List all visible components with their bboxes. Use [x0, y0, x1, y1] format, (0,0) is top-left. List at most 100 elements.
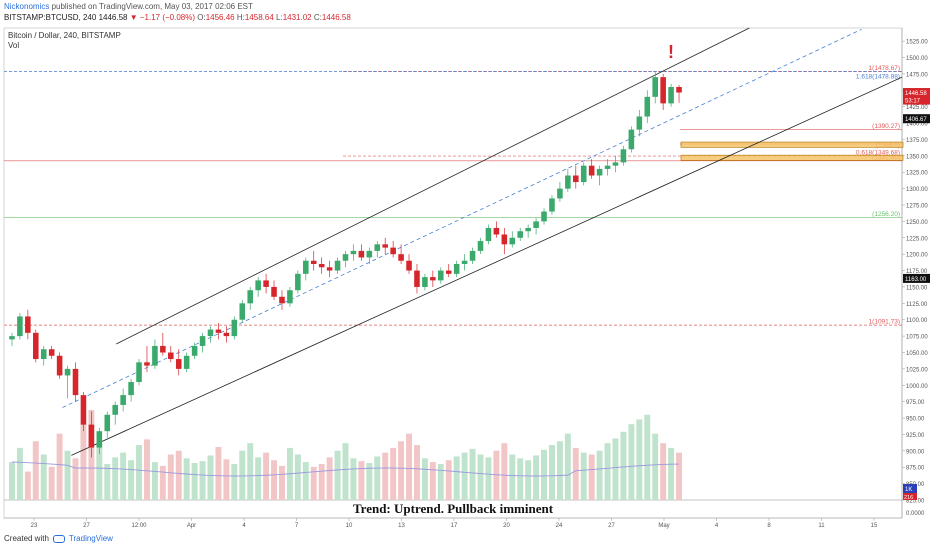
price-badge-label: 1406.67	[905, 117, 927, 123]
volume-bar	[485, 457, 492, 500]
y-tick-label: 1275.00	[906, 204, 928, 210]
volume-bar	[612, 438, 619, 500]
candle-body	[366, 250, 373, 258]
volume-bar	[556, 441, 563, 500]
candle-body	[604, 165, 611, 169]
volume-bar	[271, 460, 277, 500]
volume-badge	[903, 493, 917, 500]
volume-ma-line	[11, 461, 680, 477]
y-tick-label: 950.00	[906, 417, 925, 423]
volume-bar	[342, 443, 349, 500]
candle-body	[120, 395, 126, 405]
volume-bar	[668, 447, 675, 500]
volume-bar	[40, 454, 47, 500]
price-badge	[903, 114, 930, 124]
publish-info: Nickonomics published on TradingView.com…	[4, 2, 253, 12]
close-label: C:	[313, 13, 322, 22]
x-tick-label: 4	[715, 523, 719, 529]
volume-bar	[80, 424, 87, 500]
y-tick-label: 875.00	[906, 466, 925, 472]
author-link[interactable]: Nickonomics	[4, 2, 50, 11]
volume-bar	[421, 458, 428, 500]
volume-bar	[112, 457, 119, 500]
candle-body	[533, 221, 539, 228]
x-tick-label: 10	[346, 523, 353, 529]
volume-bar	[302, 462, 309, 500]
y-tick-label: 1150.00	[906, 285, 928, 291]
high-value: 1458.64	[244, 13, 274, 22]
candle-body	[493, 227, 500, 235]
volume-bar	[644, 414, 651, 500]
candle-body	[64, 368, 71, 376]
volume-bar	[255, 457, 262, 500]
candle-body	[509, 237, 516, 245]
volume-bar	[406, 433, 412, 500]
candle-body	[9, 336, 15, 340]
candle-body	[398, 254, 404, 261]
y-tick-label: 900.00	[906, 449, 925, 455]
candle-body	[144, 362, 150, 366]
created-with-text: Created with	[4, 534, 49, 543]
volume-zero-label: 0.0000	[906, 511, 925, 517]
candle-body	[414, 270, 420, 287]
volume-badge-label: 1K	[905, 487, 912, 493]
candle-body	[104, 414, 111, 432]
footer: Created with TradingView	[4, 534, 113, 543]
candle-body	[56, 355, 63, 376]
volume-bar	[469, 448, 476, 500]
candle-body	[374, 244, 381, 251]
candle-body	[295, 273, 301, 291]
trend-channel	[62, 27, 903, 456]
candle-body	[565, 175, 571, 189]
volume-bar	[564, 433, 571, 500]
open-label: O:	[197, 13, 206, 22]
y-tick-label: 1000.00	[906, 384, 928, 390]
candle-body	[573, 175, 579, 183]
price-level-label: 1(1091.73)	[869, 319, 900, 326]
y-tick-label: 1200.00	[906, 253, 928, 259]
candle-body	[25, 316, 31, 333]
y-tick-label: 1050.00	[906, 351, 928, 357]
channel-lower-line	[71, 76, 903, 456]
candle-body	[72, 368, 79, 396]
x-tick-label: 27	[608, 523, 615, 529]
candle-body	[596, 168, 603, 176]
candle-body	[48, 349, 55, 356]
last-price: 1446.58	[98, 13, 128, 22]
volume-bar	[517, 458, 524, 500]
volume-bar	[239, 450, 246, 500]
published-text: published on TradingView.com, May 03, 20…	[51, 2, 253, 11]
y-tick-label: 1425.00	[906, 105, 928, 111]
volume-bar	[382, 452, 389, 500]
volume-bar	[437, 464, 444, 500]
y-tick-label: 825.00	[906, 499, 925, 505]
y-tick-label: 1375.00	[906, 138, 928, 144]
symbol-text: BITSTAMP:BTCUSD, 240	[4, 13, 97, 22]
x-tick-label: 24	[556, 523, 563, 529]
channel-mid-line	[62, 28, 862, 408]
candle-body	[612, 162, 619, 166]
candle-body	[17, 316, 23, 337]
tradingview-link[interactable]: TradingView	[68, 534, 113, 543]
price-badge	[903, 88, 930, 98]
x-tick-label: 7	[295, 523, 299, 529]
candle-body	[303, 260, 309, 274]
candle-body	[33, 332, 39, 360]
candle-body	[350, 250, 357, 255]
volume-bar	[294, 454, 301, 500]
candle-body	[390, 247, 396, 255]
candle-body	[469, 250, 476, 261]
candle-body	[223, 332, 230, 337]
y-tick-label: 975.00	[906, 400, 925, 406]
volume-bar	[604, 443, 611, 500]
volume-bar	[104, 464, 111, 500]
volume-bar	[620, 431, 627, 500]
volume-bar	[72, 458, 79, 500]
volume-bars	[9, 410, 682, 500]
candle-body	[406, 260, 412, 271]
low-label: L:	[276, 13, 283, 22]
candle-body	[477, 241, 484, 251]
volume-bar	[151, 462, 158, 500]
volume-bar	[96, 443, 103, 500]
